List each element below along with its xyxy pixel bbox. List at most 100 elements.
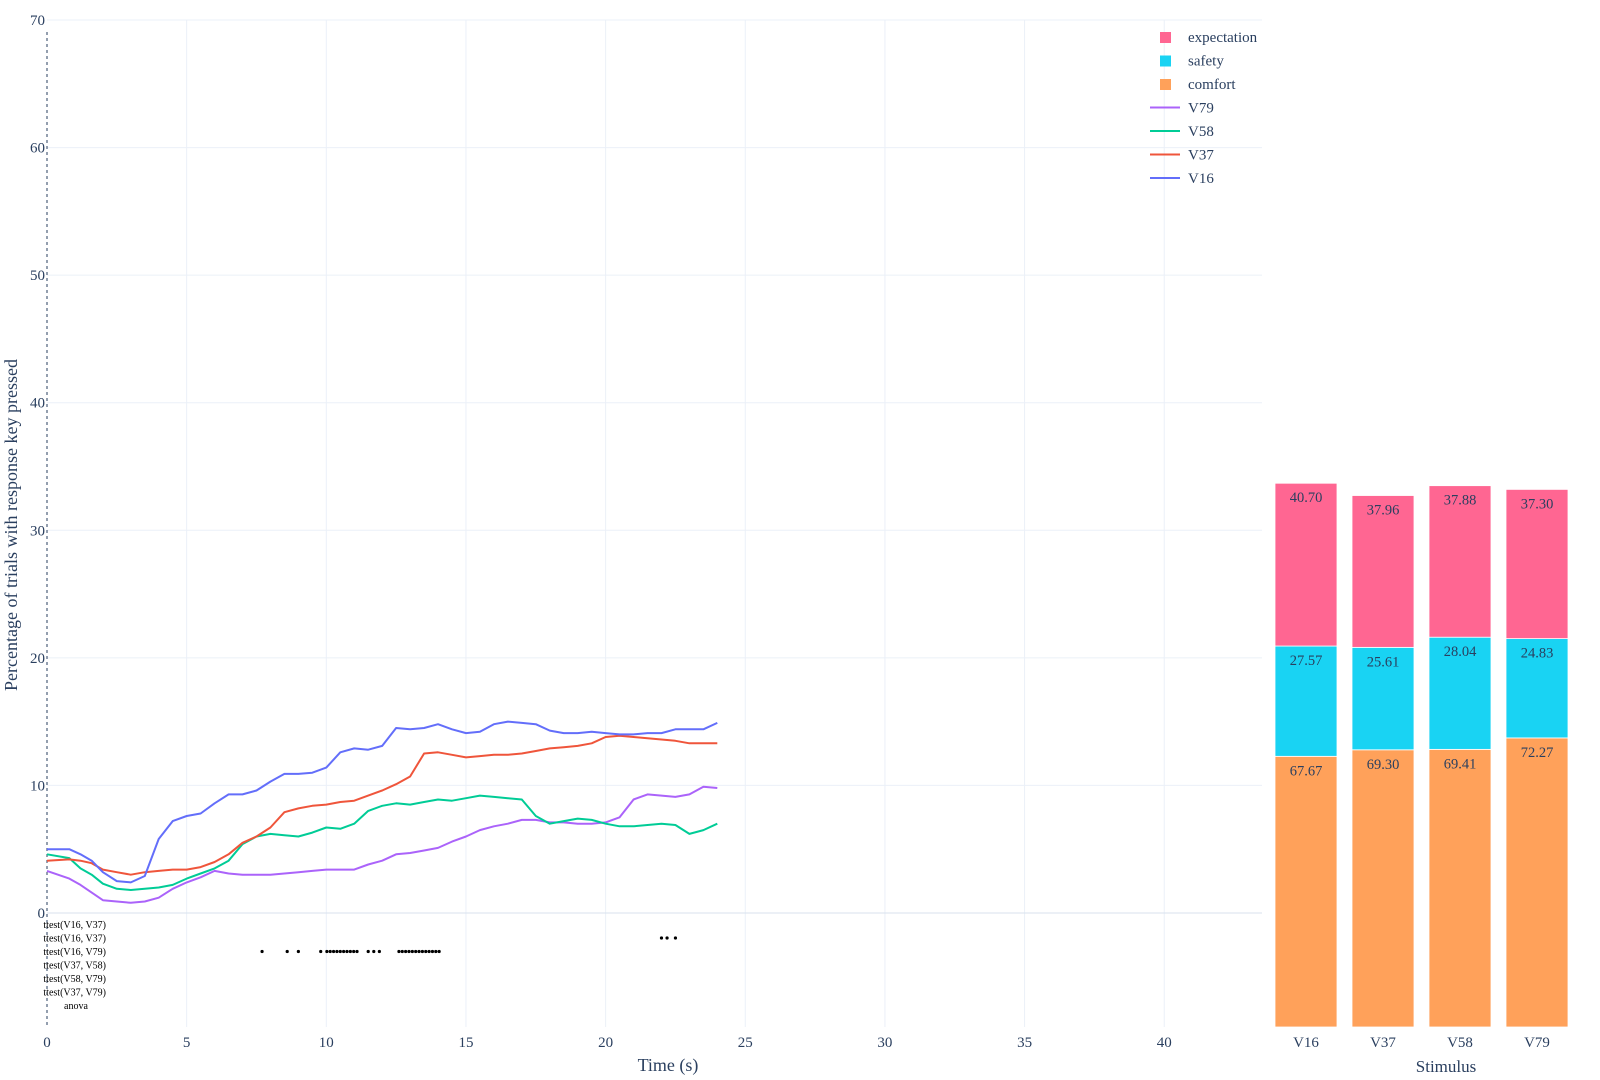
significance-dot — [366, 949, 370, 954]
x-tick-label: 25 — [738, 1035, 753, 1051]
bar-safety-v79 — [1505, 638, 1569, 739]
significance-dot — [407, 949, 411, 954]
significance-dot — [430, 949, 435, 954]
x-tick-label: 5 — [183, 1035, 191, 1051]
significance-dot — [427, 949, 431, 954]
line-chart-axes: 0 5 10 15 20 25 30 35 40 0 10 20 30 40 50 60 70 — [30, 13, 1172, 1051]
bar-expectation-v79 — [1505, 488, 1569, 639]
y-axis-title: Percentage of trials with response key p… — [1, 359, 21, 691]
significance-dot — [345, 949, 349, 954]
bar-value-label: 25.61 — [1367, 654, 1400, 670]
x-tick-label: 10 — [319, 1035, 334, 1051]
x-tick-label: 35 — [1017, 1035, 1032, 1051]
stacked-bar-chart: 67.67 27.57 40.70 V16 69.30 25.61 37.96 V37 69.4… — [1274, 482, 1569, 1051]
legend-label: comfort — [1188, 77, 1236, 93]
significance-dot — [296, 949, 300, 954]
significance-dot — [404, 949, 408, 954]
x-tick-label: 20 — [598, 1035, 613, 1051]
legend-swatch-safety — [1160, 55, 1171, 67]
legend-swatch-comfort — [1160, 79, 1171, 90]
bar-x-axis-title: Stimulus — [1416, 1057, 1476, 1076]
y-tick-label: 20 — [30, 651, 45, 667]
y-tick-label: 40 — [30, 396, 45, 412]
significance-dot — [325, 949, 329, 954]
significance-dot — [437, 949, 441, 954]
bar-category-label: V58 — [1447, 1035, 1473, 1051]
bar-value-label: 24.83 — [1521, 646, 1554, 662]
significance-dot — [348, 949, 352, 954]
legend-label: expectation — [1188, 30, 1258, 46]
significance-dot — [285, 949, 289, 954]
significance-dot — [400, 949, 404, 954]
y-tick-label: 60 — [30, 141, 45, 157]
significance-dot — [410, 949, 414, 954]
series-line-v79 — [46, 785, 718, 904]
significance-dot — [377, 949, 381, 954]
y-tick-label: 10 — [30, 778, 45, 794]
bar-comfort-v16 — [1274, 755, 1338, 1028]
legend-label: V79 — [1188, 101, 1214, 117]
bar-value-label: 37.30 — [1521, 496, 1554, 512]
significance-dot — [331, 949, 336, 954]
legend-label: safety — [1188, 54, 1224, 70]
significance-dot — [397, 949, 401, 954]
significance-dot — [414, 949, 418, 954]
legend-label: V37 — [1188, 148, 1214, 164]
significance-dot — [417, 949, 421, 954]
bar-safety-v16 — [1274, 645, 1338, 757]
series-line-v58 — [46, 794, 718, 891]
y-tick-label: 70 — [30, 13, 45, 29]
bar-value-label: 67.67 — [1290, 763, 1323, 779]
bar-value-label: 72.27 — [1521, 745, 1554, 761]
y-tick-label: 30 — [30, 523, 45, 539]
significance-label: ttest(V16, V79) — [43, 947, 106, 958]
bar-comfort-v58 — [1428, 748, 1492, 1028]
bar-value-label: 37.96 — [1367, 503, 1400, 519]
legend-swatch-expectation — [1160, 32, 1171, 43]
y-tick-label: 0 — [38, 906, 46, 922]
significance-dot — [338, 949, 342, 954]
bar-category-label: V37 — [1370, 1035, 1396, 1051]
significance-label: ttest(V16, V37) — [43, 934, 106, 945]
significance-dot — [372, 949, 376, 954]
bar-category-label: V16 — [1293, 1035, 1319, 1051]
x-tick-label: 30 — [877, 1035, 892, 1051]
significance-dot — [260, 949, 264, 954]
significance-label: ttest(V37, V79) — [43, 988, 106, 999]
bar-safety-v58 — [1428, 636, 1492, 750]
significance-dot — [434, 949, 438, 954]
significance-dot — [673, 936, 678, 940]
x-tick-label: 0 — [43, 1035, 51, 1051]
significance-label: ttest(V58, V79) — [43, 974, 106, 985]
significance-dot — [319, 949, 323, 954]
bar-expectation-v16 — [1274, 482, 1338, 647]
bar-value-label: 28.04 — [1444, 644, 1477, 660]
x-tick-label: 15 — [458, 1035, 473, 1051]
legend[interactable]: expectation safety comfort V79 V58 V37 V16 — [1150, 30, 1258, 187]
series-line-v37 — [46, 734, 718, 876]
significance-dot — [352, 949, 356, 954]
significance-dot — [665, 936, 669, 940]
bar-expectation-v58 — [1428, 485, 1492, 638]
significance-dot — [355, 949, 359, 954]
x-axis-title: Time (s) — [638, 1055, 699, 1076]
bar-value-label: 40.70 — [1290, 490, 1323, 506]
line-chart-grid — [47, 19, 1262, 1027]
bar-comfort-v79 — [1505, 737, 1569, 1028]
series-line-v16 — [47, 720, 718, 884]
significance-dot — [420, 949, 424, 954]
y-tick-label: 50 — [30, 268, 45, 284]
significance-label: ttest(V37, V58) — [43, 961, 106, 972]
bar-comfort-v37 — [1351, 749, 1415, 1028]
significance-dot — [328, 949, 332, 954]
bar-category-label: V79 — [1524, 1035, 1550, 1051]
legend-label: V58 — [1188, 124, 1214, 140]
line-chart-series — [46, 720, 718, 904]
x-tick-label: 40 — [1157, 1035, 1172, 1051]
significance-panel: ttest(V16, V37) ttest(V16, V37) ttest(V16,… — [43, 920, 678, 1012]
bar-value-label: 27.57 — [1290, 653, 1323, 669]
legend-label: V16 — [1188, 171, 1214, 187]
significance-dot — [342, 949, 346, 954]
bar-expectation-v37 — [1351, 495, 1415, 648]
